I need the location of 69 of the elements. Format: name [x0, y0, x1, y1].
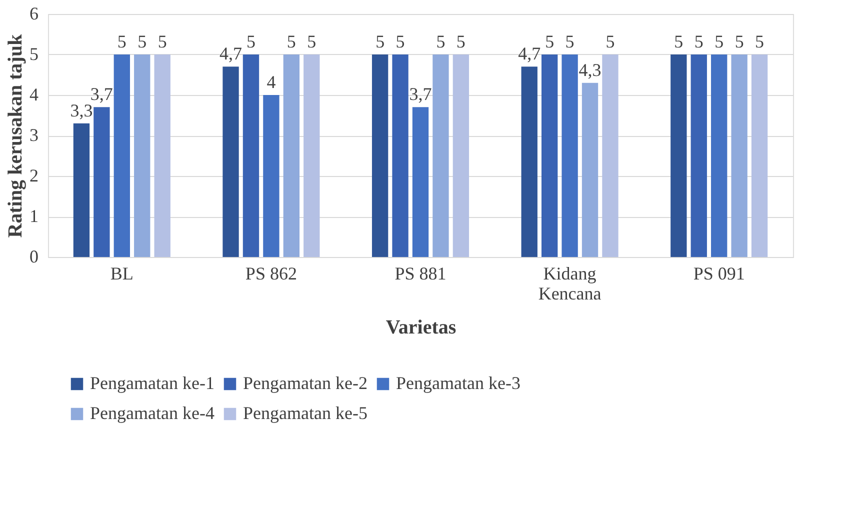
- bar: [263, 95, 280, 257]
- bar: [690, 54, 707, 257]
- bar: [432, 54, 449, 257]
- bar: [304, 54, 320, 257]
- y-tick-label: 4: [30, 84, 38, 104]
- bar: [94, 107, 110, 257]
- bar: [412, 107, 429, 257]
- bar: [134, 54, 150, 257]
- bar: [73, 123, 90, 257]
- data-label: 5: [158, 32, 167, 52]
- bar: [562, 54, 578, 257]
- data-label: 5: [436, 32, 446, 52]
- legend-label: Pengamatan ke-5: [243, 403, 368, 423]
- bar: [154, 54, 170, 257]
- data-label: 5: [694, 32, 704, 52]
- data-label: 4: [266, 72, 276, 92]
- bar: [283, 54, 300, 257]
- bar: [731, 54, 748, 257]
- y-axis-title: Rating kerusakan tajuk: [4, 33, 26, 238]
- data-label: 3,3: [70, 100, 93, 120]
- data-label: 5: [565, 32, 574, 52]
- data-label: 5: [545, 32, 554, 52]
- data-label: 3,7: [409, 84, 432, 104]
- data-label: 5: [755, 32, 764, 52]
- y-tick-label: 6: [30, 4, 38, 24]
- legend-label: Pengamatan ke-1: [90, 373, 214, 393]
- data-label: 4,7: [220, 44, 242, 64]
- data-label: 5: [138, 32, 147, 52]
- bar: [521, 66, 538, 257]
- data-label: 3,7: [90, 84, 113, 104]
- bar: [602, 54, 618, 257]
- bar: [751, 54, 768, 257]
- data-label: 5: [117, 32, 126, 52]
- x-tick-label: Kidang Kencana: [538, 264, 602, 304]
- y-tick-label: 5: [30, 44, 38, 64]
- bar: [372, 54, 388, 257]
- data-label: 5: [376, 32, 385, 52]
- data-label: 5: [674, 32, 684, 52]
- x-tick-label: PS 091: [693, 264, 745, 284]
- legend-label: Pengamatan ke-2: [243, 373, 368, 393]
- data-label: 5: [456, 32, 466, 52]
- data-label: 4,7: [518, 44, 541, 64]
- data-label: 5: [734, 32, 744, 52]
- data-label: 5: [286, 32, 296, 52]
- bar: [114, 54, 130, 257]
- bar: [452, 54, 470, 257]
- data-label: 5: [246, 32, 256, 52]
- legend-label: Pengamatan ke-3: [396, 373, 520, 393]
- data-label: 4,3: [578, 60, 602, 80]
- data-label: 5: [606, 32, 615, 52]
- bar: [670, 54, 687, 257]
- data-label: 5: [714, 32, 724, 52]
- y-tick-label: 0: [30, 246, 38, 266]
- legend-label: Pengamatan ke-4: [90, 403, 214, 423]
- bar: [541, 54, 558, 257]
- y-tick-label: 1: [30, 206, 38, 226]
- x-tick-label: PS 881: [394, 264, 446, 284]
- x-tick-label: BL: [110, 264, 134, 284]
- y-tick-label: 2: [30, 166, 38, 186]
- x-tick-label: PS 862: [245, 264, 297, 284]
- y-tick-label: 3: [30, 125, 38, 145]
- bar: [711, 54, 728, 257]
- data-label: 5: [396, 32, 405, 52]
- bar: [392, 54, 408, 257]
- data-label: 5: [307, 32, 316, 52]
- bar: [242, 54, 260, 257]
- x-axis-title: Varietas: [386, 316, 456, 338]
- bar: [582, 82, 598, 257]
- bar: [222, 66, 239, 257]
